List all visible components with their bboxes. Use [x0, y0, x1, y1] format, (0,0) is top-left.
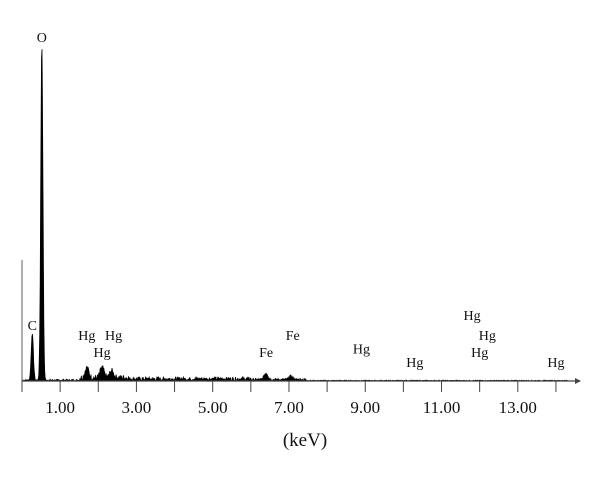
- peak-label-hg: Hg: [94, 346, 111, 361]
- peak-label-hg: Hg: [547, 356, 564, 371]
- peak-label-hg: Hg: [471, 346, 488, 361]
- x-axis-title: (keV): [283, 430, 327, 451]
- peak-label-hg: Hg: [463, 309, 480, 324]
- peak-label-hg: Hg: [105, 329, 122, 344]
- peak-annotations: O C Hg Hg Hg Fe Fe Hg Hg Hg Hg Hg Hg: [28, 31, 565, 371]
- peak-label-fe: Fe: [286, 329, 300, 344]
- spectrum-series: [22, 49, 569, 383]
- x-tick-label: 13.00: [499, 398, 537, 417]
- peak-label-hg: Hg: [406, 356, 423, 371]
- x-tick-label: 5.00: [198, 398, 228, 417]
- x-tick-label: 1.00: [45, 398, 75, 417]
- plot-area: [22, 49, 569, 383]
- x-tick-label: 3.00: [122, 398, 152, 417]
- x-tick-label: 7.00: [274, 398, 304, 417]
- x-tick-label: 9.00: [350, 398, 380, 417]
- peak-label-hg: Hg: [353, 343, 370, 358]
- peak-label-o: O: [37, 31, 47, 46]
- peak-label-fe: Fe: [259, 346, 273, 361]
- peak-label-c: C: [28, 319, 37, 334]
- x-axis: 1.00 3.00 5.00 7.00 9.00 11.00 13.00: [21, 260, 581, 417]
- peak-label-hg: Hg: [78, 329, 95, 344]
- x-tick-label: 11.00: [423, 398, 461, 417]
- peak-label-hg: Hg: [479, 329, 496, 344]
- x-axis-arrow: [575, 378, 581, 384]
